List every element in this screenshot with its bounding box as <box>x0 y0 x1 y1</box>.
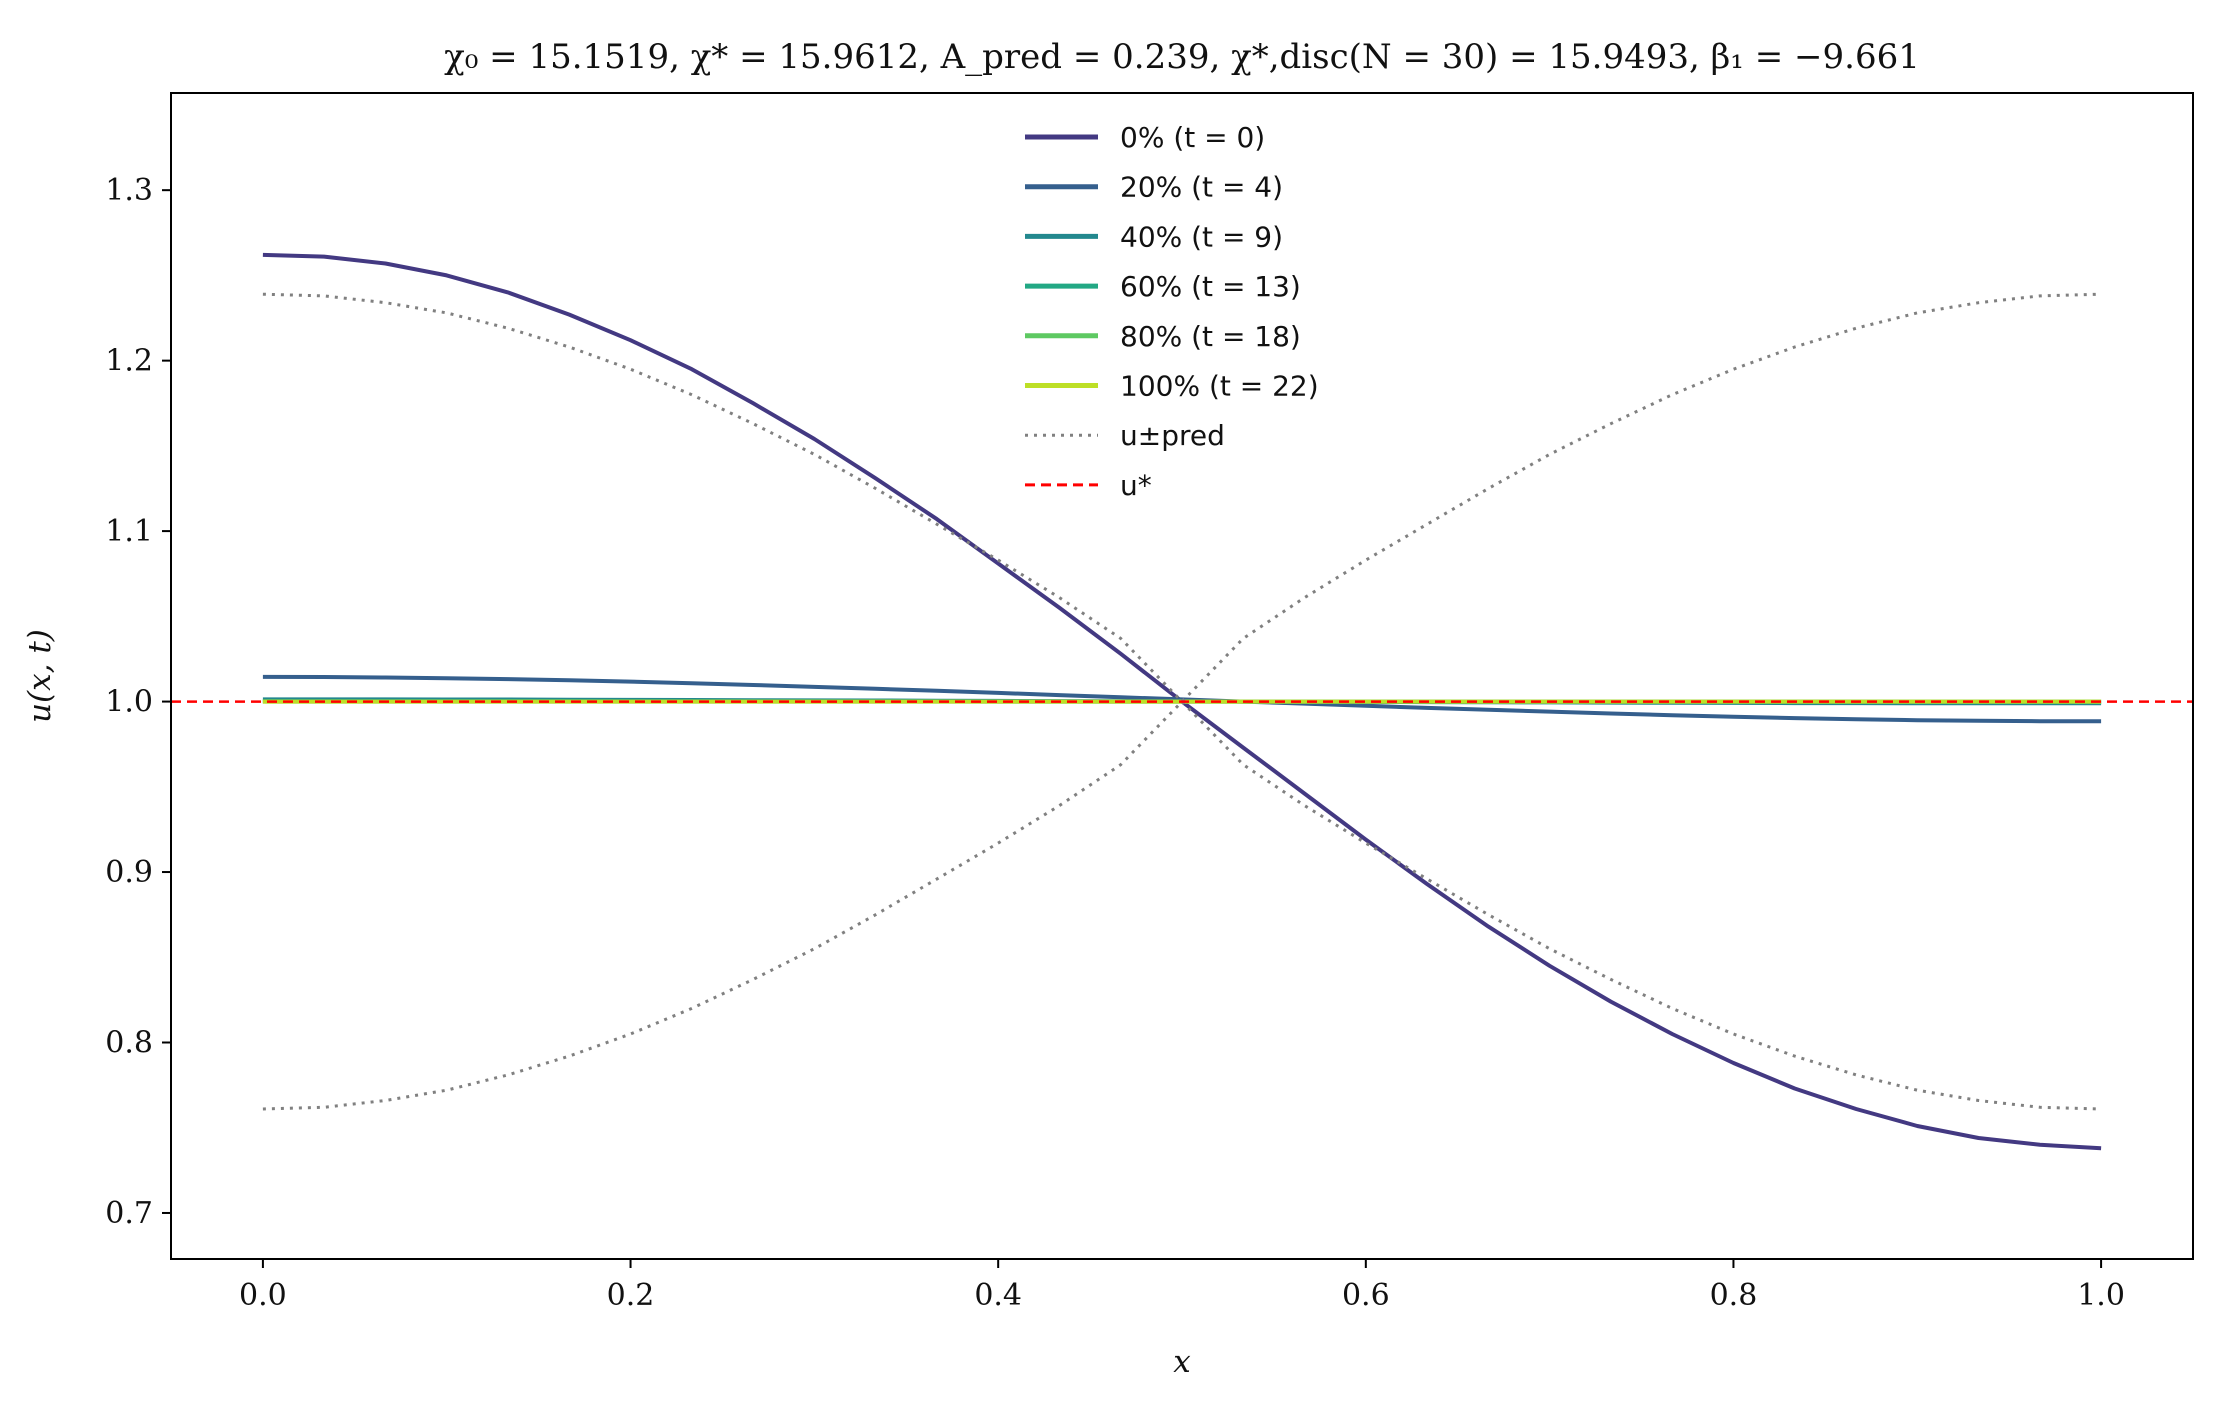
y-tick-label: 0.7 <box>105 1196 153 1231</box>
y-axis-label: u(x, t) <box>22 629 58 723</box>
plot-frame <box>170 92 2194 1260</box>
legend-label-4: 80% (t = 18) <box>1120 320 1301 353</box>
series-line-7 <box>262 292 2102 1111</box>
legend-label-2: 40% (t = 9) <box>1120 220 1283 253</box>
legend-label-0: 0% (t = 0) <box>1120 121 1265 154</box>
series-layer <box>171 252 2193 1151</box>
chart-title: χ₀ = 15.1519, χ* = 15.9612, A_pred = 0.2… <box>444 37 1920 77</box>
legend-label-5: 100% (t = 22) <box>1120 370 1319 403</box>
x-tick-label: 0.8 <box>1710 1278 1758 1313</box>
y-tick-label: 1.3 <box>105 173 153 208</box>
x-tick-label: 0.6 <box>1342 1278 1390 1313</box>
x-tick-label: 0.0 <box>239 1278 287 1313</box>
y-tick-label: 0.8 <box>105 1026 153 1061</box>
series-line-6 <box>262 292 2102 1111</box>
ticks-layer: 0.0 0.2 0.4 0.6 0.8 1.0 0.7 0.8 0.9 1.0 1.1 1.2 1.3 <box>105 173 2125 1313</box>
legend-label-1: 20% (t = 4) <box>1120 171 1283 204</box>
y-tick-label: 0.9 <box>105 855 153 890</box>
x-tick-label: 0.4 <box>974 1278 1022 1313</box>
x-tick-label: 1.0 <box>2077 1278 2125 1313</box>
legend: 0% (t = 0) 20% (t = 4) 40% (t = 9) 60% (t =… <box>1025 121 1319 502</box>
y-tick-label: 1.1 <box>105 514 153 549</box>
legend-label-6: u±pred <box>1120 419 1225 452</box>
x-tick-label: 0.2 <box>607 1278 655 1313</box>
y-tick-label: 1.0 <box>105 685 153 720</box>
x-axis-label: x <box>1173 1344 1191 1380</box>
y-tick-label: 1.2 <box>105 344 153 379</box>
legend-label-7: u* <box>1120 469 1152 502</box>
legend-label-3: 60% (t = 13) <box>1120 270 1301 303</box>
